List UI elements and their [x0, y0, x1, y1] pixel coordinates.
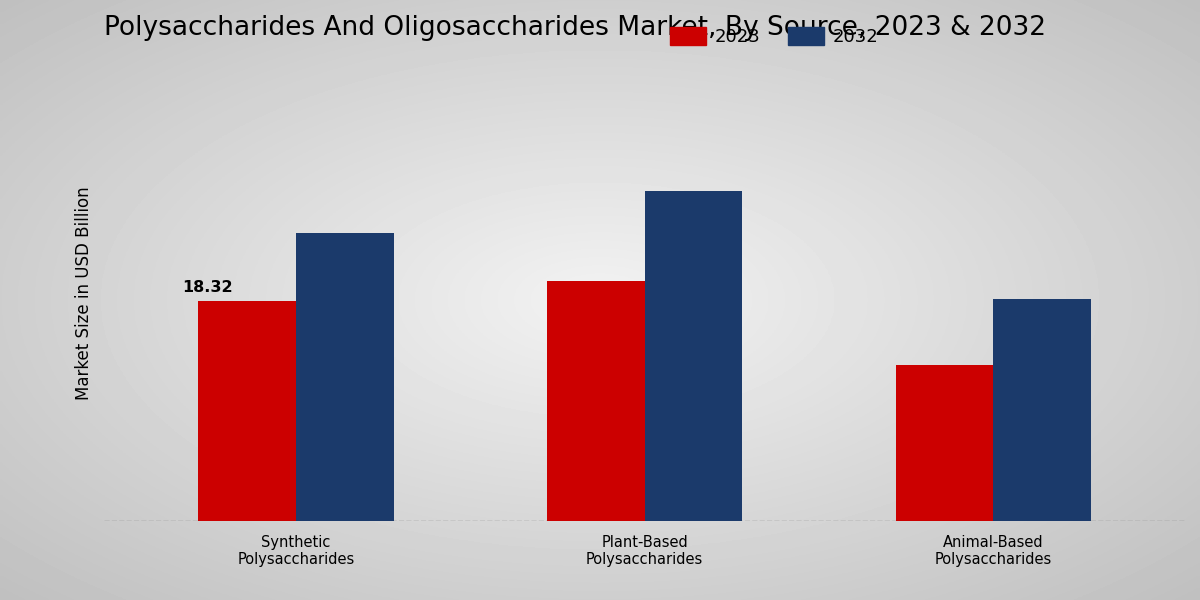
- Bar: [644, 191, 742, 521]
- Bar: [994, 299, 1091, 521]
- Text: Polysaccharides And Oligosaccharides Market, By Source, 2023 & 2032: Polysaccharides And Oligosaccharides Mar…: [104, 15, 1046, 41]
- Bar: [198, 301, 296, 521]
- Text: 18.32: 18.32: [182, 280, 233, 295]
- Bar: [296, 233, 394, 521]
- Bar: [547, 281, 644, 521]
- Y-axis label: Market Size in USD Billion: Market Size in USD Billion: [74, 187, 94, 400]
- Legend: 2023, 2032: 2023, 2032: [662, 20, 886, 53]
- Bar: [895, 365, 994, 521]
